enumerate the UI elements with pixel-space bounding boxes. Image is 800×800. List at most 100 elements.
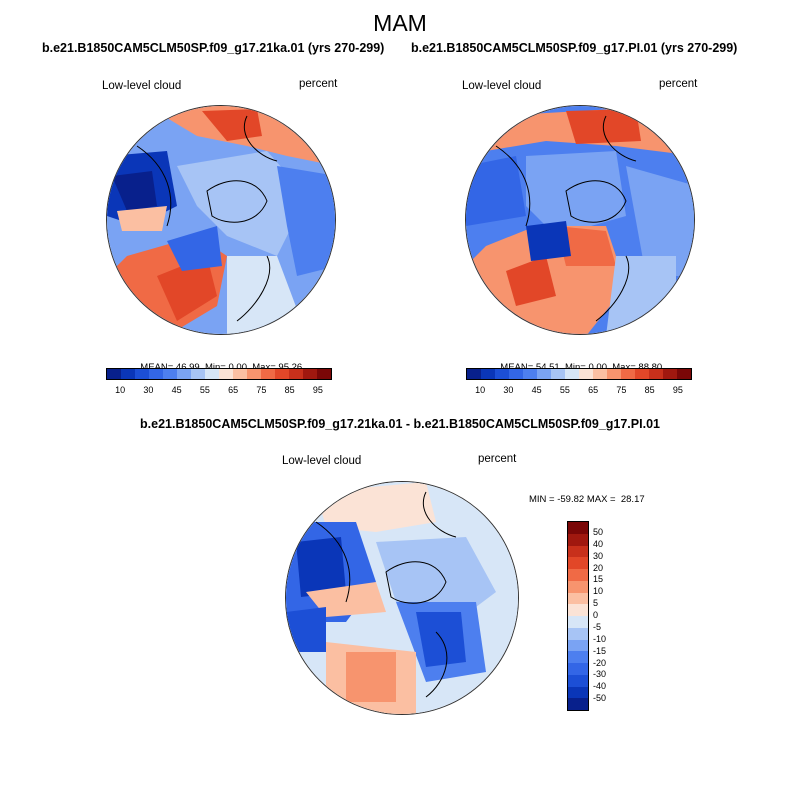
colorbar-tick-label: 10 — [475, 385, 486, 395]
colorbar-tick-label: 10 — [115, 385, 126, 395]
colorbar-swatch — [177, 369, 191, 379]
colorbar-swatch — [303, 369, 317, 379]
min-value-pi: 0.00 — [588, 362, 607, 373]
colorbar-swatch — [261, 369, 275, 379]
colorbar-tick-label: 30 — [503, 385, 514, 395]
colorbar-swatch — [481, 369, 495, 379]
colorbar-tick-label: 0 — [593, 610, 599, 620]
colorbar-tick-label: 65 — [228, 385, 239, 395]
colorbar-swatch — [121, 369, 135, 379]
mean-value-21ka: 46.99 — [175, 362, 200, 373]
colorbar-swatch — [568, 580, 588, 593]
colorbar-tick-label: -30 — [593, 669, 607, 680]
colorbar-swatch — [635, 369, 649, 379]
colorbar-swatch — [135, 369, 149, 379]
colorbar-tick-label: -50 — [593, 693, 607, 704]
colorbar-diff — [567, 521, 589, 711]
colorbar-21ka — [106, 368, 332, 380]
colorbar-swatch — [149, 369, 163, 379]
colorbar-tick-label: 55 — [199, 385, 210, 395]
colorbar-tick-label: -20 — [593, 657, 607, 668]
colorbar-swatch — [219, 369, 233, 379]
mean-value-pi: 54.51 — [535, 362, 560, 373]
colorbar-swatch — [621, 369, 635, 379]
colorbar-tick-label: 95 — [312, 385, 323, 395]
variable-label-diff: Low-level cloud — [282, 455, 362, 467]
colorbar-tick-label: 45 — [171, 385, 182, 395]
cloud-field-pi — [466, 106, 694, 334]
colorbar-swatch — [565, 369, 579, 379]
colorbar-swatch — [509, 369, 523, 379]
colorbar-swatch — [568, 522, 588, 534]
colorbar-swatch — [568, 533, 588, 546]
colorbar-tick-label: 10 — [593, 586, 604, 597]
colorbar-swatch — [537, 369, 551, 379]
panel-title-21ka: b.e21.B1850CAM5CLM50SP.f09_g17.21ka.01 (… — [42, 41, 385, 55]
colorbar-tick-label: 50 — [593, 526, 604, 537]
colorbar-swatch — [649, 369, 663, 379]
colorbar-swatch — [677, 369, 691, 379]
colorbar-swatch — [191, 369, 205, 379]
colorbar-swatch — [247, 369, 261, 379]
colorbar-swatch — [467, 369, 481, 379]
colorbar-tick-label: 45 — [531, 385, 542, 395]
max-value-pi: 88.80 — [638, 362, 663, 373]
colorbar-swatch — [568, 569, 588, 581]
colorbar-swatch — [568, 639, 588, 652]
cloud-field-diff — [286, 482, 518, 714]
colorbar-swatch — [568, 698, 588, 710]
colorbar-tick-label: 30 — [593, 550, 604, 561]
colorbar-swatch — [568, 651, 588, 663]
colorbar-swatch — [317, 369, 331, 379]
colorbar-swatch — [607, 369, 621, 379]
panel-title-pi: b.e21.B1850CAM5CLM50SP.f09_g17.PI.01 (yr… — [411, 41, 738, 55]
colorbar-swatch — [568, 604, 588, 616]
colorbar-swatch — [551, 369, 565, 379]
polar-map-diff — [285, 481, 519, 715]
cloud-field-21ka — [107, 106, 335, 334]
max-value-21ka: 95.26 — [278, 362, 303, 373]
colorbar-tick-label: 55 — [559, 385, 570, 395]
panel-title-diff: b.e21.B1850CAM5CLM50SP.f09_g17.21ka.01 -… — [140, 417, 660, 431]
colorbar-tick-label: 65 — [588, 385, 599, 395]
colorbar-tick-label: 40 — [593, 538, 604, 549]
colorbar-tick-label: -15 — [593, 645, 607, 656]
colorbar-swatch — [568, 627, 588, 640]
colorbar-tick-label: 75 — [256, 385, 267, 395]
units-label-21ka: percent — [299, 78, 338, 90]
variable-label-pi: Low-level cloud — [462, 80, 542, 92]
colorbar-swatch — [579, 369, 593, 379]
colorbar-tick-label: -10 — [593, 633, 607, 644]
polar-map-21ka — [106, 105, 336, 335]
main-title: MAM — [373, 10, 427, 36]
min-value-21ka: 0.00 — [228, 362, 247, 373]
colorbar-swatch — [568, 663, 588, 675]
colorbar-swatch — [568, 557, 588, 569]
colorbar-tick-label: 95 — [672, 385, 683, 395]
colorbar-swatch — [568, 686, 588, 699]
colorbar-swatch — [568, 592, 588, 605]
colorbar-swatch — [568, 616, 588, 628]
colorbar-tick-label: 85 — [284, 385, 295, 395]
units-label-diff: percent — [478, 453, 517, 465]
minmax-diff: MIN = -59.82 MAX = 28.17 — [529, 494, 645, 505]
colorbar-tick-label: 15 — [593, 574, 604, 585]
colorbar-swatch — [163, 369, 177, 379]
colorbar-swatch — [523, 369, 537, 379]
stats-pi: MEAN= 54.51 Min= 0.00 Max= 88.80 — [500, 362, 663, 373]
colorbar-swatch — [593, 369, 607, 379]
colorbar-tick-label: 30 — [143, 385, 154, 395]
colorbar-tick-label: 20 — [593, 562, 604, 573]
colorbar-swatch — [289, 369, 303, 379]
polar-map-pi — [465, 105, 695, 335]
colorbar-swatch — [568, 674, 588, 687]
colorbar-tick-label: -5 — [593, 621, 602, 632]
colorbar-swatch — [205, 369, 219, 379]
colorbar-tick-label: 85 — [644, 385, 655, 395]
colorbar-swatch — [275, 369, 289, 379]
variable-label-21ka: Low-level cloud — [102, 80, 182, 92]
colorbar-swatch — [663, 369, 677, 379]
colorbar-swatch — [495, 369, 509, 379]
colorbar-tick-label: 5 — [593, 598, 599, 609]
colorbar-tick-label: -40 — [593, 681, 607, 692]
